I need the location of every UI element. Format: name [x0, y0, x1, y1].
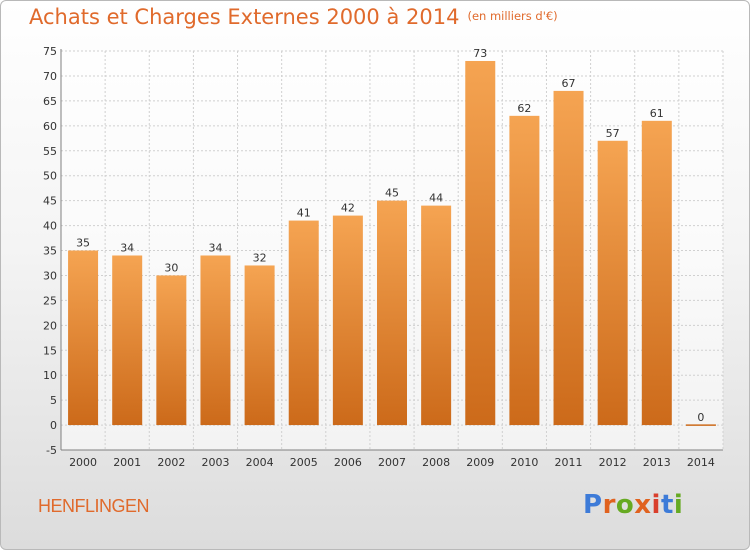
x-tick-label: 2011 — [555, 456, 583, 469]
data-label: 62 — [517, 102, 531, 115]
bar — [465, 60, 496, 426]
x-tick-label: 2007 — [378, 456, 406, 469]
brand-letter: t — [660, 490, 674, 520]
brand-letter: i — [651, 490, 661, 520]
y-tick-label: 75 — [43, 45, 57, 58]
bar — [553, 90, 584, 426]
data-label: 34 — [120, 241, 134, 254]
brand-letter: x — [634, 490, 652, 520]
x-tick-label: 2013 — [643, 456, 671, 469]
data-label: 30 — [164, 261, 178, 274]
y-tick-label: 10 — [43, 369, 57, 382]
bar — [421, 205, 452, 426]
chart-title: Achats et Charges Externes 2000 à 2014 (e… — [29, 5, 558, 29]
x-tick-label: 2014 — [687, 456, 715, 469]
axes: -5 0 5 10 15 20 25 30 35 40 45 50 55 60 65 70 75 2000 2001… — [43, 45, 723, 469]
x-tick-label: 2003 — [201, 456, 229, 469]
data-label: 0 — [697, 411, 704, 424]
brand-letter: P — [583, 490, 603, 520]
bar — [641, 120, 672, 426]
data-label: 45 — [385, 187, 399, 200]
y-tick-label: 50 — [43, 170, 57, 183]
bar — [68, 250, 99, 426]
data-label: 57 — [606, 127, 620, 140]
y-tick-label: 30 — [43, 269, 57, 282]
data-labels: 35 34 30 34 32 41 42 45 44 73 62 67 57 61 0 — [76, 47, 704, 424]
bar — [156, 275, 187, 426]
x-tick-label: 2002 — [157, 456, 185, 469]
data-label: 34 — [208, 241, 222, 254]
x-tick-label: 2010 — [510, 456, 538, 469]
data-label: 44 — [429, 192, 443, 205]
bars — [68, 60, 716, 426]
x-tick-label: 2009 — [466, 456, 494, 469]
y-tick-label: 15 — [43, 344, 57, 357]
data-label: 32 — [253, 251, 267, 264]
data-label: 41 — [297, 207, 311, 220]
data-label: 35 — [76, 237, 90, 250]
bar — [200, 255, 231, 426]
y-tick-label: 5 — [50, 394, 57, 407]
x-tick-label: 2008 — [422, 456, 450, 469]
x-tick-label: 2001 — [113, 456, 141, 469]
chart-title-text: Achats et Charges Externes 2000 à 2014 — [29, 5, 460, 29]
bar — [112, 255, 143, 426]
commune-name: HENFLINGEN — [38, 496, 150, 516]
bar — [288, 220, 319, 426]
y-tick-label: -5 — [46, 444, 57, 457]
bar — [332, 215, 363, 426]
y-tick-label: 20 — [43, 319, 57, 332]
brand-letter: r — [602, 490, 616, 520]
data-label: 73 — [473, 47, 487, 60]
y-tick-label: 0 — [50, 419, 57, 432]
brand-letter: i — [673, 490, 684, 520]
y-tick-label: 55 — [43, 145, 57, 158]
y-tick-label: 35 — [43, 245, 57, 258]
data-label: 67 — [562, 77, 576, 90]
bar — [597, 140, 628, 426]
x-tick-label: 2004 — [246, 456, 274, 469]
y-tick-label: 65 — [43, 95, 57, 108]
x-tick-label: 2006 — [334, 456, 362, 469]
y-tick-label: 70 — [43, 70, 57, 83]
brand-letter: o — [615, 490, 635, 520]
x-tick-label: 2012 — [599, 456, 627, 469]
chart-unit-label: (en milliers d'€) — [467, 9, 558, 23]
y-tick-label: 45 — [43, 195, 57, 208]
data-label: 42 — [341, 202, 355, 215]
brand-logo: Proxiti — [583, 490, 683, 520]
y-tick-label: 25 — [43, 294, 57, 307]
y-tick-label: 60 — [43, 120, 57, 133]
bar — [377, 200, 407, 426]
data-label: 61 — [650, 107, 664, 120]
bar — [509, 115, 540, 426]
y-tick-label: 40 — [43, 220, 57, 233]
bar — [244, 265, 275, 426]
x-tick-label: 2005 — [290, 456, 318, 469]
x-tick-label: 2000 — [69, 456, 97, 469]
